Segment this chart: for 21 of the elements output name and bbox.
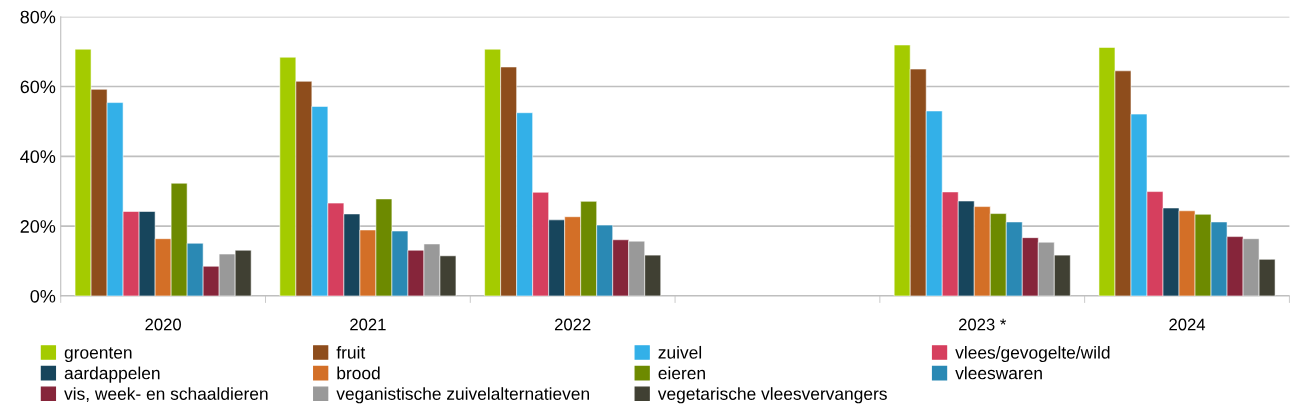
- legend-label: vis, week- en schaaldieren: [64, 387, 268, 402]
- legend-label: fruit: [336, 345, 366, 359]
- x-tick-label: 2020: [145, 318, 181, 331]
- legend-label: aardappelen: [64, 366, 160, 383]
- legend-label: groenten: [64, 347, 132, 363]
- legend-label: vegetarische vleesvervangers: [657, 387, 887, 404]
- y-tick-label: 60%: [20, 80, 56, 94]
- legend-label: vleeswaren: [955, 366, 1042, 380]
- legend-label: veganistische zuivelalternatieven: [336, 387, 589, 404]
- x-tick-label: 2024: [1169, 318, 1206, 331]
- legend-label: zuivel: [658, 345, 702, 359]
- x-tick-label: 2023 *: [958, 318, 1007, 331]
- y-tick-label: 20%: [20, 220, 56, 233]
- y-tick-label: 40%: [20, 150, 56, 164]
- x-tick-label: 2021: [350, 318, 386, 331]
- legend-label: eieren: [658, 366, 705, 380]
- x-tick-label: 2022: [554, 318, 591, 331]
- legend-label: vlees/gevogelte/wild: [955, 345, 1110, 363]
- legend-label: brood: [337, 366, 380, 380]
- y-tick-label: 80%: [20, 10, 56, 24]
- y-tick-label: 0%: [30, 289, 56, 303]
